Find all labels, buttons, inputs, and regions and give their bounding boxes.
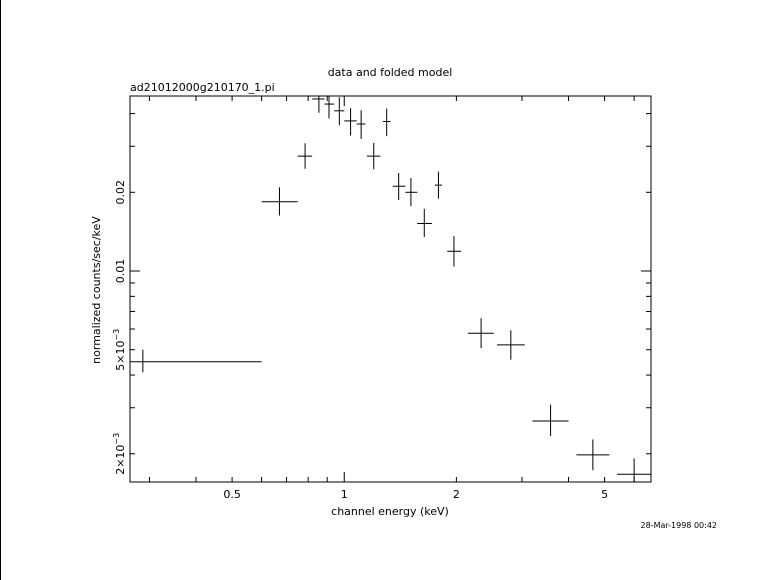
timestamp-label: 28-Mar-1998 00:42: [641, 521, 718, 530]
data-point: [447, 236, 462, 267]
data-point: [324, 96, 335, 119]
data-point: [392, 173, 406, 200]
data-point: [297, 143, 313, 169]
x-tick-label: 2: [453, 488, 460, 501]
data-point: [417, 208, 432, 237]
data-point: [334, 97, 345, 126]
data-points: [130, 96, 651, 482]
data-point: [532, 404, 569, 436]
y-tick-label: 2×10−3: [112, 433, 127, 475]
data-point: [434, 171, 443, 199]
window-left-border: [0, 0, 1, 580]
data-point: [496, 330, 525, 360]
axis-ticks: [130, 96, 651, 482]
x-tick-label: 5: [601, 488, 608, 501]
data-point: [405, 177, 418, 207]
data-point: [261, 187, 298, 216]
y-axis-label: normalized counts/sec/keV: [90, 216, 103, 364]
y-tick-label: 0.01: [114, 259, 127, 284]
data-point: [312, 96, 325, 113]
data-point: [382, 108, 391, 137]
chart-title: data and folded model: [328, 66, 453, 79]
x-axis-label: channel energy (keV): [331, 505, 449, 518]
y-tick-label: 0.02: [114, 180, 127, 205]
plot-frame: [129, 95, 652, 483]
data-point: [356, 110, 366, 139]
x-tick-label: 0.5: [223, 488, 241, 501]
data-point: [130, 349, 262, 373]
data-point: [366, 142, 381, 170]
tick-labels: 0.5 1 2 5 2×10−3 5×10−3 0.01 0.02: [112, 180, 608, 501]
data-point: [344, 108, 357, 136]
chart-subtitle: ad21012000g210170_1.pi: [130, 81, 275, 94]
x-tick-label: 1: [341, 488, 348, 501]
data-point: [576, 439, 610, 471]
data-point: [468, 318, 494, 349]
data-point: [617, 458, 651, 482]
y-tick-label: 5×10−3: [112, 329, 127, 371]
